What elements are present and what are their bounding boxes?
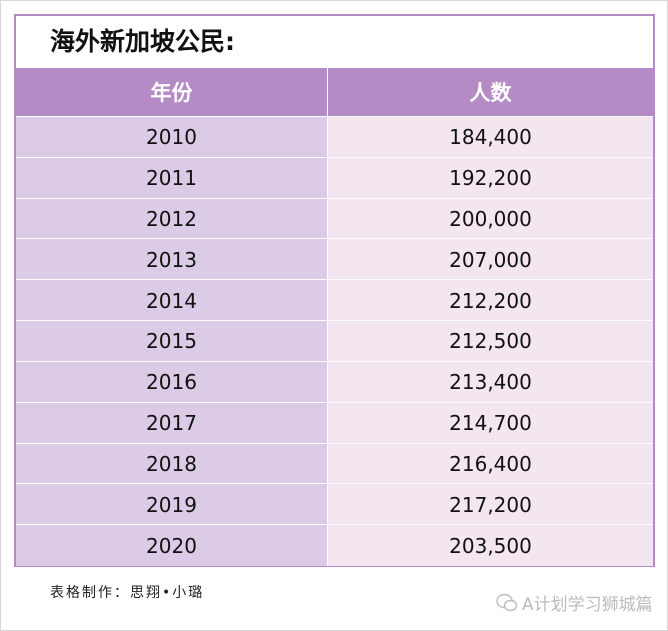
table-box: 海外新加坡公民: 年份 人数 2010 184,400 2011 192,200 2012 2… [14,14,655,567]
footer: 表格制作：思翔•小璐 [50,585,205,601]
table-row: 2013 207,000 [16,238,653,281]
cell: 2011 [16,157,328,199]
cell: 192,200 [328,157,653,199]
cell: 2013 [16,239,328,281]
cell: 2015 [16,321,328,362]
title: 海外新加坡公民: [50,27,235,56]
cell: 2012 [16,198,328,240]
cell: 2019 [16,484,328,526]
table-row: 2011 192,200 [16,156,653,199]
cell: 212,200 [328,280,653,322]
watermark-text: A计划学习狮城篇 [522,595,653,615]
cell: 217,200 [328,484,653,526]
cell: 2016 [16,361,328,403]
cell: 年份 [16,68,328,116]
cell: 216,400 [328,443,653,485]
table-row: 2019 217,200 [16,483,653,526]
watermark: A计划学习狮城篇 [496,590,653,615]
table-row: 2010 184,400 [16,116,653,158]
table-row: 2014 212,200 [16,279,653,322]
table-row: 2017 214,700 [16,401,653,444]
cell: 2020 [16,525,328,566]
table-row: 2018 216,400 [16,442,653,485]
cell: 人数 [328,68,653,116]
table-row: 2020 203,500 [16,524,653,566]
cell: 207,000 [328,239,653,281]
cell: 2014 [16,280,328,322]
table-row: 2015 212,500 [16,320,653,362]
header-row: 年份 人数 [16,68,653,116]
cell: 184,400 [328,117,653,158]
cell: 213,400 [328,361,653,403]
cell: 212,500 [328,321,653,362]
cell: 200,000 [328,198,653,240]
wechat-icon [496,593,518,611]
cell: 2017 [16,402,328,444]
cell: 214,700 [328,402,653,444]
cell: 203,500 [328,525,653,566]
table-row: 2016 213,400 [16,360,653,403]
cell: 2018 [16,443,328,485]
cell: 2010 [16,117,328,158]
table-row: 2012 200,000 [16,197,653,240]
